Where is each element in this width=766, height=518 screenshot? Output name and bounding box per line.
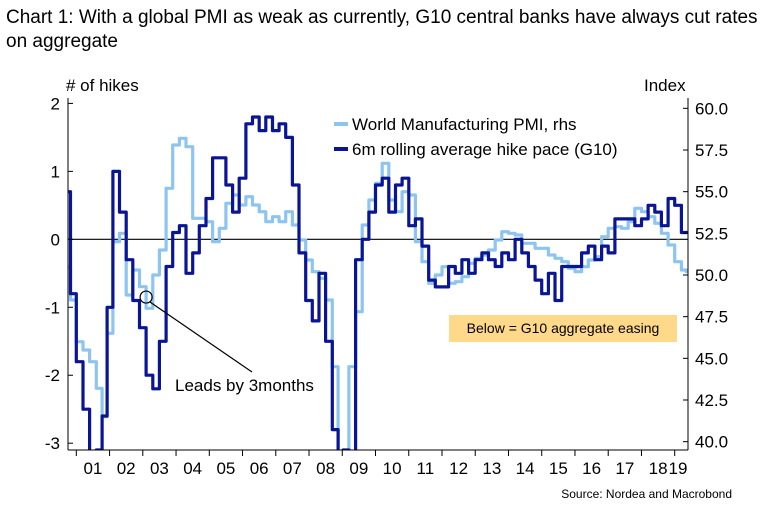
- x-tick-label: 03: [150, 459, 169, 478]
- legend: World Manufacturing PMI, rhs 6m rolling …: [334, 115, 618, 159]
- right-tick-label: 40.0: [695, 433, 728, 452]
- right-tick-label: 52.5: [695, 224, 728, 243]
- right-axis-label: Index: [644, 76, 686, 95]
- x-tick-label: 10: [383, 459, 402, 478]
- x-tick-label: 11: [417, 459, 435, 478]
- x-tick-label: 16: [582, 459, 601, 478]
- left-tick-label: -3: [45, 434, 60, 453]
- left-tick-label: 2: [51, 94, 60, 113]
- legend-label-hike: 6m rolling average hike pace (G10): [352, 140, 618, 159]
- legend-label-pmi: World Manufacturing PMI, rhs: [352, 115, 577, 134]
- right-tick-label: 50.0: [695, 266, 728, 285]
- x-tick-label: 17: [615, 459, 634, 478]
- right-tick-label: 45.0: [695, 349, 728, 368]
- axis-layer: 210-1-2-360.057.555.052.550.047.545.042.…: [45, 94, 728, 478]
- x-tick-label: 09: [349, 459, 368, 478]
- x-tick-label: 12: [449, 459, 468, 478]
- x-tick-label: 13: [482, 459, 501, 478]
- series-layer: [68, 115, 688, 450]
- x-tick-label: 18: [649, 459, 668, 478]
- x-tick-label: 04: [183, 459, 202, 478]
- x-tick-label: 01: [83, 459, 102, 478]
- easing-box: [449, 315, 677, 342]
- right-tick-label: 55.0: [695, 183, 728, 202]
- x-tick-label: 19: [669, 459, 688, 478]
- chart-title: Chart 1: With a global PMI as weak as cu…: [6, 7, 758, 52]
- x-tick-label: 15: [549, 459, 568, 478]
- lead-annotation: Leads by 3months: [139, 290, 314, 395]
- left-tick-label: 1: [51, 162, 60, 181]
- lead-marker: [139, 290, 153, 304]
- right-tick-label: 60.0: [695, 99, 728, 118]
- left-tick-label: -2: [45, 366, 60, 385]
- lead-pointer-line: [149, 301, 253, 373]
- right-tick-label: 57.5: [695, 141, 728, 160]
- left-axis-label: # of hikes: [66, 76, 139, 95]
- source-note: Source: Nordea and Macrobond: [561, 487, 732, 501]
- easing-annotation: Below = G10 aggregate easing: [449, 315, 677, 342]
- x-tick-label: 08: [316, 459, 335, 478]
- right-tick-label: 47.5: [695, 308, 728, 327]
- series-line-hike: [68, 115, 688, 450]
- x-tick-label: 06: [250, 459, 269, 478]
- left-tick-label: 0: [51, 230, 60, 249]
- lead-label: Leads by 3months: [175, 376, 314, 395]
- x-tick-label: 05: [216, 459, 235, 478]
- easing-label: Below = G10 aggregate easing: [467, 320, 660, 336]
- right-tick-label: 42.5: [695, 391, 728, 410]
- left-tick-label: -1: [45, 298, 60, 317]
- x-tick-label: 02: [117, 459, 136, 478]
- x-tick-label: 07: [283, 459, 302, 478]
- x-tick-label: 14: [516, 459, 535, 478]
